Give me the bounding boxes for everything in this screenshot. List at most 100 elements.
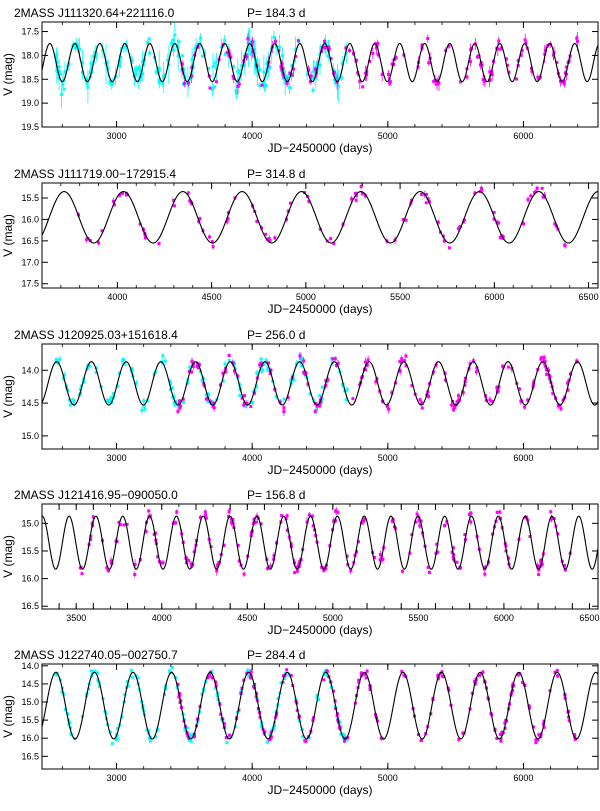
data-point xyxy=(173,33,177,37)
data-point xyxy=(568,372,572,376)
data-point xyxy=(553,670,557,674)
data-point xyxy=(497,385,501,389)
data-point xyxy=(390,391,394,395)
data-point xyxy=(108,398,112,402)
data-point xyxy=(175,510,179,514)
data-point xyxy=(318,404,322,408)
data-point xyxy=(204,513,208,517)
data-point xyxy=(215,563,219,567)
data-point xyxy=(566,388,570,392)
data-point xyxy=(363,673,367,677)
data-point xyxy=(563,568,567,572)
data-point xyxy=(126,679,130,683)
data-point xyxy=(291,67,295,71)
x-tick-label: 4500 xyxy=(237,613,257,623)
data-point xyxy=(565,381,569,385)
data-point xyxy=(94,366,98,370)
data-point xyxy=(424,193,428,197)
data-point xyxy=(268,372,272,376)
data-point xyxy=(503,726,507,730)
data-point xyxy=(457,737,461,741)
data-point xyxy=(354,58,358,62)
data-point xyxy=(89,669,93,673)
data-point xyxy=(231,518,235,522)
y-axis-label: V (mag) xyxy=(1,53,15,96)
data-point xyxy=(419,519,423,523)
data-point xyxy=(172,48,176,52)
data-point xyxy=(419,738,423,742)
data-point xyxy=(210,240,214,244)
plot-frame xyxy=(41,21,599,128)
data-point xyxy=(236,374,240,378)
data-point xyxy=(120,359,124,363)
data-point xyxy=(376,42,380,46)
data-point xyxy=(143,236,147,240)
data-point xyxy=(185,726,189,730)
x-tick-label: 6000 xyxy=(513,131,533,141)
data-point xyxy=(308,80,312,84)
data-point xyxy=(236,70,240,74)
data-point xyxy=(456,400,460,404)
data-point xyxy=(483,565,487,569)
data-point xyxy=(148,737,152,741)
data-point xyxy=(236,544,240,548)
data-point xyxy=(539,357,543,361)
data-point xyxy=(269,368,273,372)
data-point xyxy=(469,520,473,524)
data-point xyxy=(230,521,234,525)
y-axis-label: V (mag) xyxy=(1,214,15,257)
data-point xyxy=(392,62,396,66)
data-point xyxy=(327,45,331,49)
data-point xyxy=(339,732,343,736)
data-point xyxy=(74,46,78,50)
data-point xyxy=(318,394,322,398)
data-point xyxy=(378,553,382,557)
data-point xyxy=(88,538,92,542)
series-2 xyxy=(180,31,579,95)
y-tick-label: 19.0 xyxy=(21,98,39,108)
data-point xyxy=(276,697,280,701)
data-point xyxy=(385,404,389,408)
data-point xyxy=(473,680,477,684)
data-point xyxy=(349,569,353,573)
data-point xyxy=(213,686,217,690)
data-point xyxy=(58,72,62,76)
y-tick-label: 14.0 xyxy=(21,365,39,375)
data-point xyxy=(259,361,263,365)
data-point xyxy=(403,359,407,363)
data-point xyxy=(463,533,467,537)
data-point xyxy=(201,54,205,58)
data-point xyxy=(293,571,297,575)
y-tick-label: 18.5 xyxy=(21,74,39,84)
data-point xyxy=(237,68,241,72)
data-point xyxy=(174,403,178,407)
data-point xyxy=(286,395,290,399)
data-point xyxy=(62,373,66,377)
data-point xyxy=(189,562,193,566)
data-point xyxy=(451,546,455,550)
data-point xyxy=(348,48,352,52)
y-tick-label: 17.0 xyxy=(21,257,39,267)
data-point xyxy=(495,736,499,740)
data-point xyxy=(198,369,202,373)
data-point xyxy=(549,510,553,514)
data-point xyxy=(301,735,305,739)
data-point xyxy=(290,63,294,67)
data-point xyxy=(359,184,363,188)
data-point xyxy=(178,406,182,410)
data-point xyxy=(499,739,503,743)
data-point xyxy=(507,70,511,74)
data-point xyxy=(404,354,408,358)
data-point xyxy=(105,61,109,65)
data-point xyxy=(523,405,527,409)
data-point xyxy=(495,510,499,514)
data-point xyxy=(354,198,358,202)
data-point xyxy=(356,540,360,544)
data-point xyxy=(563,564,567,568)
data-point xyxy=(323,45,327,49)
data-point xyxy=(318,63,322,67)
data-point xyxy=(551,53,555,57)
data-point xyxy=(368,687,372,691)
data-point xyxy=(265,237,269,241)
